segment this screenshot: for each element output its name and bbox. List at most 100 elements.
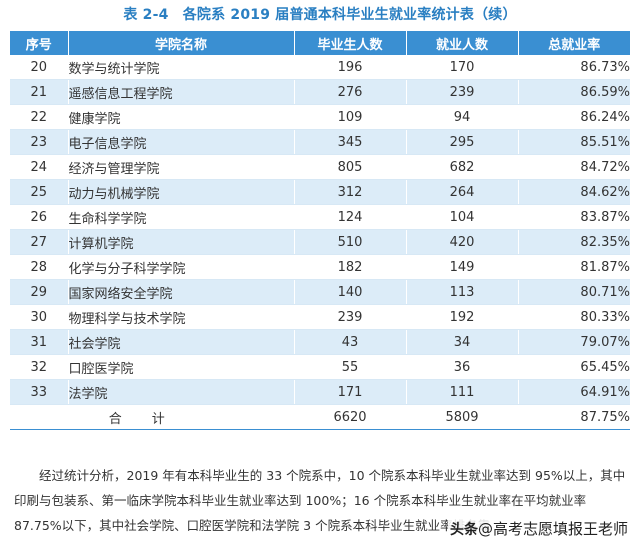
cell-rate: 83.87% [518, 204, 630, 230]
cell-employed: 111 [406, 379, 519, 405]
cell-graduates: 196 [294, 55, 407, 80]
table-row: 20 数学与统计学院 196 170 86.73% [10, 55, 630, 80]
table-row: 32 口腔医学院 55 36 65.45% [10, 354, 630, 380]
cell-rate: 80.71% [518, 279, 630, 305]
cell-graduates: 43 [294, 329, 407, 355]
table-row: 22 健康学院 109 94 86.24% [10, 104, 630, 130]
table-row: 31 社会学院 43 34 79.07% [10, 329, 630, 355]
cell-college-name: 电子信息学院 [68, 129, 295, 155]
cell-graduates: 171 [294, 379, 407, 405]
cell-employed: 36 [406, 354, 519, 380]
table-header-row: 序号 学院名称 毕业生人数 就业人数 总就业率 [10, 31, 630, 55]
cell-graduates: 805 [294, 154, 407, 180]
table-caption: 表 2-4 各院系 2019 届普通本科毕业生就业率统计表（续） [123, 7, 517, 23]
cell-index: 31 [10, 329, 69, 355]
header-college-name: 学院名称 [68, 31, 295, 55]
cell-graduates: 55 [294, 354, 407, 380]
cell-index: 22 [10, 104, 69, 130]
cell-college-name: 计算机学院 [68, 229, 295, 255]
cell-employed: 113 [406, 279, 519, 305]
cell-rate: 84.72% [518, 154, 630, 180]
cell-index: 21 [10, 79, 69, 105]
cell-graduates: 345 [294, 129, 407, 155]
cell-graduates: 312 [294, 179, 407, 205]
cell-index: 23 [10, 129, 69, 155]
cell-college-name: 口腔医学院 [68, 354, 295, 380]
watermark-brand: 头条 [449, 522, 478, 538]
cell-college-name: 社会学院 [68, 329, 295, 355]
table-row: 33 法学院 171 111 64.91% [10, 379, 630, 405]
cell-college-name: 动力与机械学院 [68, 179, 295, 205]
cell-rate: 85.51% [518, 129, 630, 155]
cell-index: 30 [10, 304, 69, 330]
analysis-paragraph: 经过统计分析，2019 年有本科毕业生的 33 个院系中，10 个院系本科毕业生… [14, 468, 626, 533]
cell-rate: 81.87% [518, 254, 630, 280]
cell-college-name: 健康学院 [68, 104, 295, 130]
total-rate: 87.75% [518, 404, 630, 430]
cell-rate: 65.45% [518, 354, 630, 380]
table-row: 25 动力与机械学院 312 264 84.62% [10, 179, 630, 205]
table-row: 29 国家网络安全学院 140 113 80.71% [10, 279, 630, 305]
cell-employed: 170 [406, 55, 519, 80]
cell-college-name: 国家网络安全学院 [68, 279, 295, 305]
table-row: 23 电子信息学院 345 295 85.51% [10, 129, 630, 155]
cell-college-name: 物理科学与技术学院 [68, 304, 295, 330]
cell-index: 33 [10, 379, 69, 405]
cell-college-name: 生命科学学院 [68, 204, 295, 230]
cell-rate: 86.73% [518, 55, 630, 80]
total-graduates: 6620 [294, 404, 407, 430]
cell-index: 25 [10, 179, 69, 205]
header-index: 序号 [10, 31, 69, 55]
cell-graduates: 510 [294, 229, 407, 255]
cell-index: 27 [10, 229, 69, 255]
cell-index: 32 [10, 354, 69, 380]
cell-rate: 64.91% [518, 379, 630, 405]
watermark-author: @高考志愿填报王老师 [477, 520, 628, 538]
watermark: 头条@高考志愿填报王老师 [447, 518, 630, 539]
cell-graduates: 182 [294, 254, 407, 280]
cell-graduates: 109 [294, 104, 407, 130]
header-employed: 就业人数 [406, 31, 519, 55]
cell-college-name: 法学院 [68, 379, 295, 405]
cell-employed: 149 [406, 254, 519, 280]
cell-graduates: 124 [294, 204, 407, 230]
cell-college-name: 数学与统计学院 [68, 55, 295, 80]
cell-graduates: 239 [294, 304, 407, 330]
cell-college-name: 化学与分子科学学院 [68, 254, 295, 280]
cell-index: 26 [10, 204, 69, 230]
cell-index: 24 [10, 154, 69, 180]
cell-employed: 104 [406, 204, 519, 230]
cell-employed: 192 [406, 304, 519, 330]
table-row: 30 物理科学与技术学院 239 192 80.33% [10, 304, 630, 330]
cell-rate: 86.59% [518, 79, 630, 105]
cell-employed: 420 [406, 229, 519, 255]
cell-employed: 682 [406, 154, 519, 180]
total-label: 合计 [10, 404, 295, 430]
cell-rate: 80.33% [518, 304, 630, 330]
table-row: 28 化学与分子科学学院 182 149 81.87% [10, 254, 630, 280]
cell-index: 20 [10, 55, 69, 80]
header-rate: 总就业率 [518, 31, 630, 55]
cell-college-name: 遥感信息工程学院 [68, 79, 295, 105]
table-row: 26 生命科学学院 124 104 83.87% [10, 204, 630, 230]
cell-graduates: 140 [294, 279, 407, 305]
cell-index: 28 [10, 254, 69, 280]
cell-employed: 264 [406, 179, 519, 205]
table-row: 21 遥感信息工程学院 276 239 86.59% [10, 79, 630, 105]
cell-college-name: 经济与管理学院 [68, 154, 295, 180]
cell-index: 29 [10, 279, 69, 305]
total-employed: 5809 [406, 404, 519, 430]
cell-employed: 239 [406, 79, 519, 105]
cell-rate: 82.35% [518, 229, 630, 255]
cell-rate: 84.62% [518, 179, 630, 205]
table-total-row: 合计 6620 5809 87.75% [10, 404, 630, 430]
cell-graduates: 276 [294, 79, 407, 105]
cell-rate: 79.07% [518, 329, 630, 355]
cell-employed: 34 [406, 329, 519, 355]
employment-rate-table: 序号 学院名称 毕业生人数 就业人数 总就业率 20 数学与统计学院 196 1… [10, 31, 630, 430]
cell-employed: 94 [406, 104, 519, 130]
header-graduates: 毕业生人数 [294, 31, 407, 55]
table-row: 24 经济与管理学院 805 682 84.72% [10, 154, 630, 180]
table-row: 27 计算机学院 510 420 82.35% [10, 229, 630, 255]
cell-employed: 295 [406, 129, 519, 155]
